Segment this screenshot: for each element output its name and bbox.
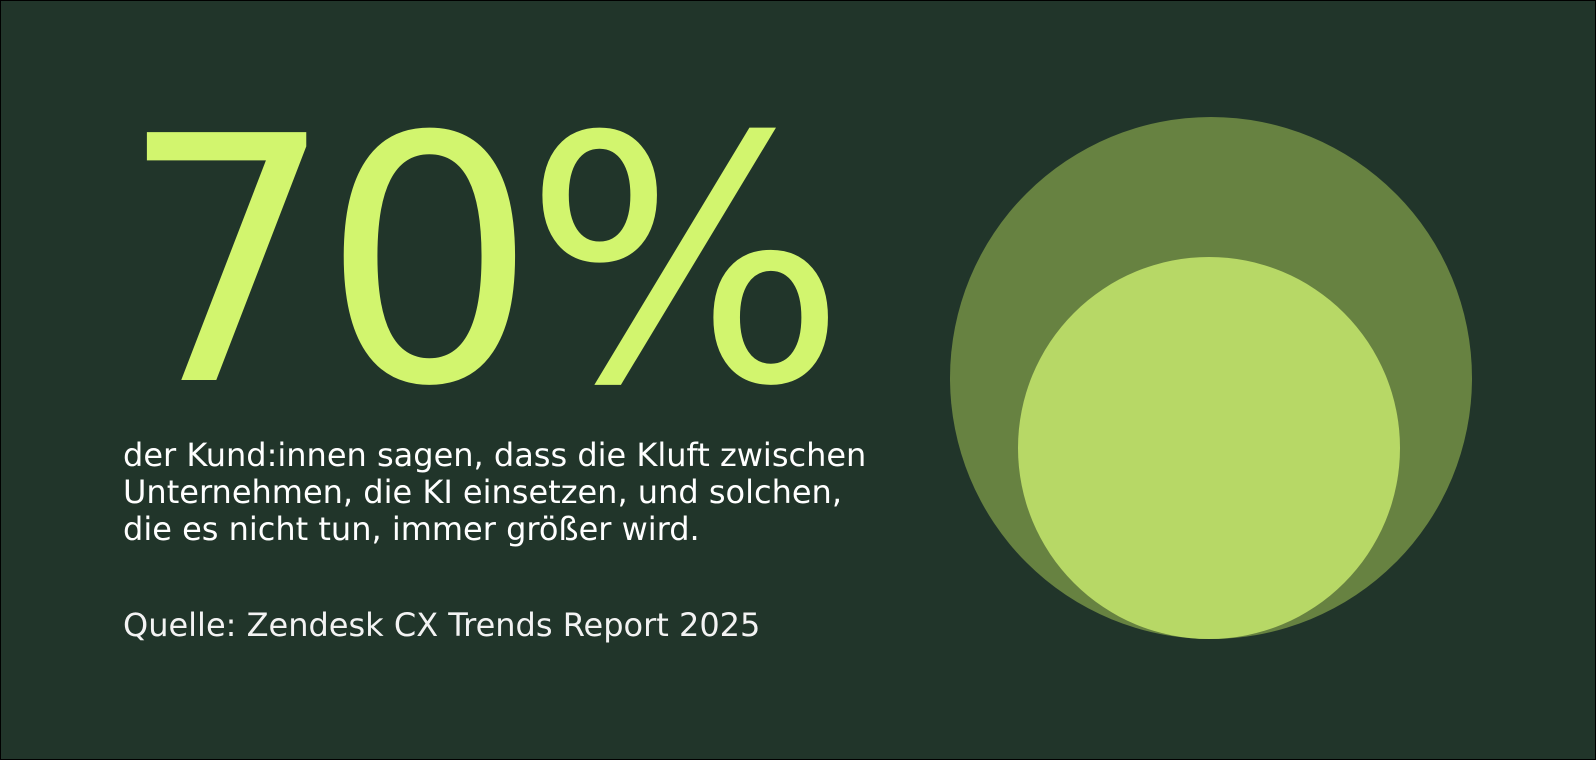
source-citation: Quelle: Zendesk CX Trends Report 2025 [123,606,761,644]
stat-description: der Kund:innen sagen, dass die Kluft zwi… [123,436,867,548]
stat-value: 70% [119,65,847,461]
inner-circle [1018,257,1400,639]
